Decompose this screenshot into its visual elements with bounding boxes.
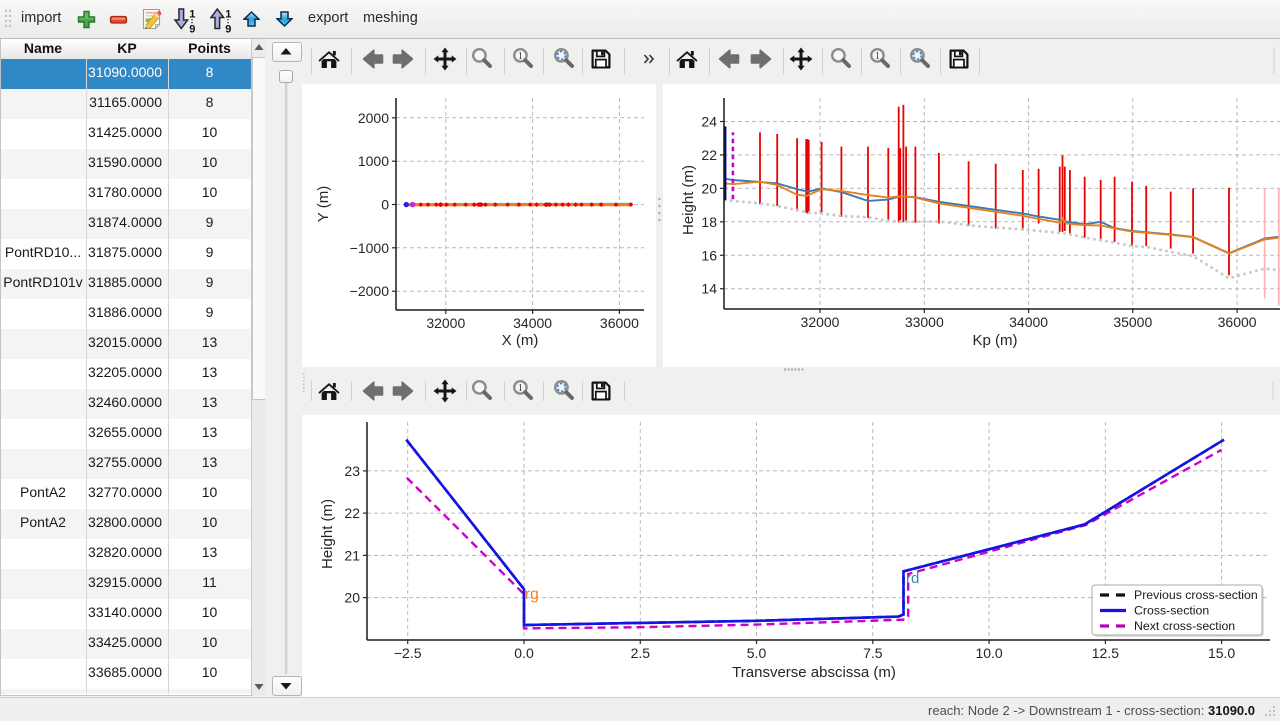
svg-text:16: 16 — [701, 247, 717, 263]
svg-text:32000: 32000 — [801, 314, 840, 330]
svg-text:20: 20 — [701, 180, 717, 196]
svg-text:36000: 36000 — [1218, 314, 1257, 330]
svg-text:34000: 34000 — [513, 315, 552, 331]
svg-text:1: 1 — [189, 9, 195, 21]
svg-text:Kp (m): Kp (m) — [973, 332, 1018, 349]
svg-text:35000: 35000 — [1113, 314, 1152, 330]
svg-text:0.0: 0.0 — [514, 645, 534, 661]
svg-text:23: 23 — [344, 463, 360, 479]
svg-text:9: 9 — [225, 24, 231, 34]
svg-text:22: 22 — [344, 505, 360, 521]
svg-text:2000: 2000 — [358, 110, 389, 126]
svg-text:1: 1 — [225, 9, 231, 21]
svg-text:Next cross-section: Next cross-section — [1134, 619, 1235, 633]
svg-text:22: 22 — [701, 147, 717, 163]
svg-text:12.5: 12.5 — [1092, 645, 1119, 661]
svg-text:−2000: −2000 — [350, 283, 390, 299]
svg-text:21: 21 — [344, 547, 360, 563]
svg-text:1000: 1000 — [358, 153, 389, 169]
svg-text:Height (m): Height (m) — [680, 165, 697, 235]
svg-text:−1000: −1000 — [350, 240, 390, 256]
svg-text:Cross-section: Cross-section — [1134, 604, 1209, 618]
svg-text:5.0: 5.0 — [747, 645, 767, 661]
svg-text:36000: 36000 — [600, 315, 639, 331]
svg-text:rg: rg — [525, 586, 539, 603]
svg-text:X (m): X (m) — [502, 332, 539, 349]
svg-text:−2.5: −2.5 — [394, 645, 422, 661]
svg-text:15.0: 15.0 — [1208, 645, 1235, 661]
svg-text:Y (m): Y (m) — [315, 186, 332, 222]
svg-text:rd: rd — [906, 570, 919, 587]
svg-text:24: 24 — [701, 114, 717, 130]
svg-text:2.5: 2.5 — [631, 645, 651, 661]
svg-text:33000: 33000 — [905, 314, 944, 330]
svg-text:Transverse abscissa (m): Transverse abscissa (m) — [732, 664, 896, 681]
svg-text:32000: 32000 — [426, 315, 465, 331]
svg-text:20: 20 — [344, 590, 360, 606]
svg-text:10.0: 10.0 — [975, 645, 1002, 661]
svg-text:9: 9 — [189, 24, 195, 34]
svg-text:18: 18 — [701, 214, 717, 230]
svg-text:Previous cross-section: Previous cross-section — [1134, 588, 1258, 602]
svg-text:Height (m): Height (m) — [319, 499, 336, 569]
svg-text:34000: 34000 — [1009, 314, 1048, 330]
svg-text:14: 14 — [701, 281, 717, 297]
svg-text:0: 0 — [381, 197, 389, 213]
svg-text:1: 1 — [517, 51, 522, 62]
svg-text:1: 1 — [517, 383, 522, 394]
svg-text:1: 1 — [875, 51, 880, 62]
svg-text:7.5: 7.5 — [863, 645, 883, 661]
